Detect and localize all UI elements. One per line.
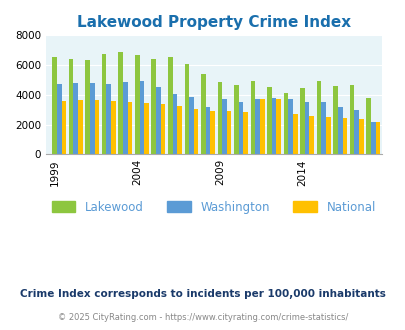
Bar [283, 93, 288, 154]
Bar [73, 83, 78, 154]
Bar [266, 87, 271, 154]
Bar [358, 119, 363, 154]
Bar [292, 114, 297, 154]
Bar [102, 54, 106, 154]
Bar [259, 99, 264, 154]
Bar [238, 102, 243, 154]
Bar [354, 111, 358, 154]
Bar [78, 100, 83, 154]
Bar [255, 99, 259, 154]
Bar [189, 97, 193, 154]
Bar [316, 81, 321, 154]
Bar [243, 112, 247, 154]
Bar [271, 98, 276, 154]
Bar [184, 64, 189, 154]
Bar [90, 83, 94, 154]
Bar [276, 99, 280, 154]
Bar [139, 81, 144, 154]
Bar [210, 111, 214, 154]
Bar [62, 101, 66, 154]
Bar [234, 85, 238, 154]
Bar [68, 59, 73, 154]
Text: © 2025 CityRating.com - https://www.cityrating.com/crime-statistics/: © 2025 CityRating.com - https://www.city… [58, 313, 347, 322]
Bar [309, 115, 313, 154]
Bar [94, 100, 99, 154]
Bar [118, 52, 123, 154]
Bar [337, 108, 342, 154]
Bar [222, 99, 226, 154]
Bar [156, 87, 160, 154]
Bar [250, 81, 255, 154]
Bar [127, 102, 132, 154]
Bar [151, 59, 156, 154]
Bar [288, 99, 292, 154]
Bar [144, 103, 149, 154]
Bar [299, 88, 304, 154]
Bar [85, 60, 90, 154]
Bar [333, 86, 337, 154]
Bar [111, 101, 115, 154]
Bar [321, 102, 325, 154]
Bar [375, 121, 379, 154]
Bar [172, 94, 177, 154]
Bar [57, 84, 62, 154]
Bar [123, 82, 127, 154]
Bar [325, 117, 330, 154]
Text: Crime Index corresponds to incidents per 100,000 inhabitants: Crime Index corresponds to incidents per… [20, 289, 385, 299]
Bar [342, 118, 346, 154]
Bar [217, 82, 222, 154]
Bar [349, 85, 354, 154]
Bar [106, 84, 111, 154]
Bar [177, 106, 181, 154]
Bar [370, 121, 375, 154]
Bar [365, 98, 370, 154]
Bar [134, 55, 139, 154]
Legend: Lakewood, Washington, National: Lakewood, Washington, National [47, 196, 379, 218]
Bar [160, 104, 165, 154]
Bar [52, 57, 57, 154]
Bar [304, 102, 309, 154]
Bar [168, 57, 172, 154]
Bar [205, 107, 210, 154]
Bar [200, 74, 205, 154]
Bar [193, 109, 198, 154]
Title: Lakewood Property Crime Index: Lakewood Property Crime Index [77, 15, 350, 30]
Bar [226, 111, 231, 154]
